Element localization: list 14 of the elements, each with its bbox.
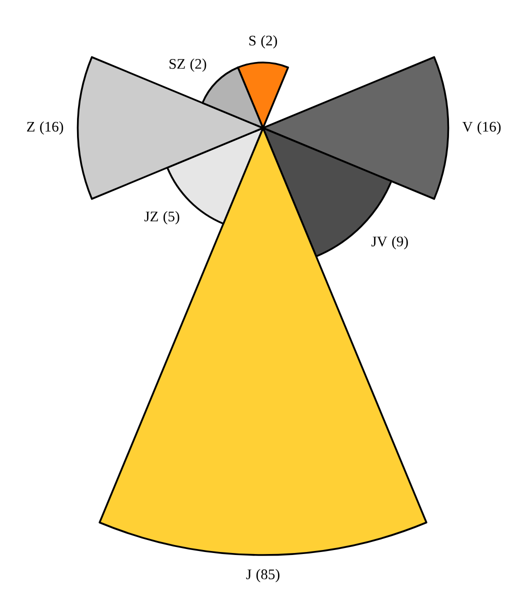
- data-label: (5): [164, 211, 180, 224]
- data-label: (9): [392, 236, 408, 250]
- data-label: (2): [261, 35, 277, 48]
- category-label: JV: [371, 236, 388, 246]
- data-label: (16): [40, 121, 64, 135]
- category-label: J: [246, 570, 252, 580]
- category-label: V: [462, 122, 473, 132]
- category-label: SZ: [170, 59, 185, 69]
- category-label: Z: [27, 122, 34, 132]
- data-label: (85): [256, 569, 280, 582]
- category-label: S: [249, 36, 256, 46]
- category-label: JZ: [144, 212, 158, 222]
- data-label: (2): [190, 58, 206, 72]
- data-label: (16): [478, 121, 501, 135]
